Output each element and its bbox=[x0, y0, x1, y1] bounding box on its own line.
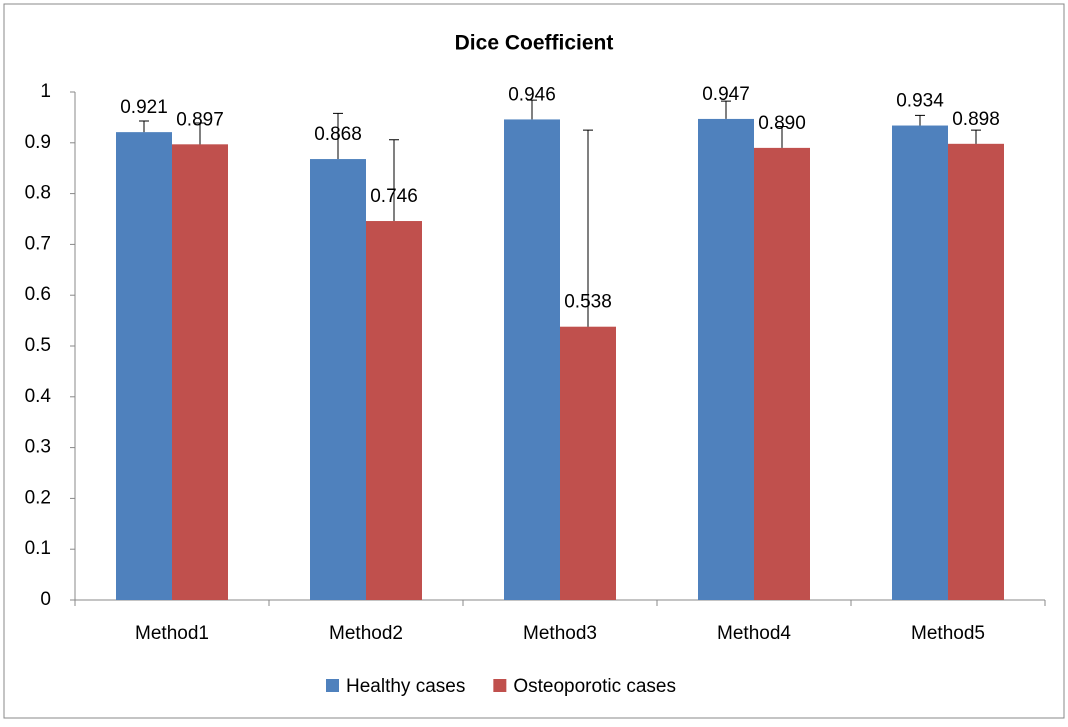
x-tick-label: Method4 bbox=[717, 623, 791, 644]
legend-swatch bbox=[326, 679, 339, 692]
bar bbox=[560, 326, 616, 600]
data-label: 0.746 bbox=[370, 186, 418, 207]
error-bar bbox=[389, 139, 399, 222]
y-tick-label: 1 bbox=[40, 81, 51, 102]
y-tick-label: 0.9 bbox=[25, 132, 51, 153]
y-tick-label: 0.7 bbox=[25, 233, 51, 254]
y-tick-label: 0.6 bbox=[25, 284, 51, 305]
bar bbox=[172, 144, 228, 600]
bar bbox=[698, 118, 754, 600]
bar bbox=[366, 221, 422, 601]
bar bbox=[504, 119, 560, 600]
data-label: 0.921 bbox=[120, 97, 168, 118]
bar bbox=[892, 125, 948, 600]
bar bbox=[116, 132, 172, 600]
data-label: 0.868 bbox=[314, 124, 362, 145]
x-tick-label: Method1 bbox=[135, 623, 209, 644]
legend-swatch bbox=[493, 679, 507, 692]
error-bar bbox=[777, 126, 787, 148]
y-tick-label: 0.2 bbox=[25, 487, 51, 508]
x-tick-label: Method2 bbox=[329, 623, 403, 644]
x-tick-label: Method3 bbox=[523, 623, 597, 644]
error-bar bbox=[195, 122, 205, 145]
bar bbox=[754, 147, 810, 600]
bar bbox=[948, 143, 1004, 601]
y-tick-label: 0.1 bbox=[25, 538, 51, 559]
legend-label: Osteoporotic cases bbox=[513, 676, 676, 697]
data-label: 0.898 bbox=[952, 109, 1000, 130]
data-label: 0.890 bbox=[758, 113, 806, 134]
chart-title: Dice Coefficient bbox=[455, 32, 614, 55]
y-tick-label: 0.3 bbox=[25, 437, 51, 458]
data-label: 0.897 bbox=[176, 109, 224, 130]
error-bar bbox=[915, 114, 925, 126]
y-tick-label: 0.5 bbox=[25, 335, 51, 356]
error-bar bbox=[971, 129, 981, 144]
error-bar bbox=[527, 99, 537, 120]
data-label: 0.934 bbox=[896, 91, 944, 112]
error-bar bbox=[721, 100, 731, 119]
y-tick-label: 0 bbox=[40, 589, 51, 610]
x-tick-label: Method5 bbox=[911, 623, 985, 644]
legend-label: Healthy cases bbox=[346, 676, 465, 697]
error-bar bbox=[139, 120, 149, 133]
data-label: 0.946 bbox=[508, 84, 556, 105]
y-tick-label: 0.8 bbox=[25, 183, 51, 204]
data-label: 0.947 bbox=[702, 84, 750, 105]
error-bar bbox=[333, 112, 343, 160]
y-tick-label: 0.4 bbox=[25, 386, 52, 407]
data-label: 0.538 bbox=[564, 292, 612, 313]
error-bar bbox=[583, 129, 593, 327]
bar bbox=[310, 159, 366, 600]
